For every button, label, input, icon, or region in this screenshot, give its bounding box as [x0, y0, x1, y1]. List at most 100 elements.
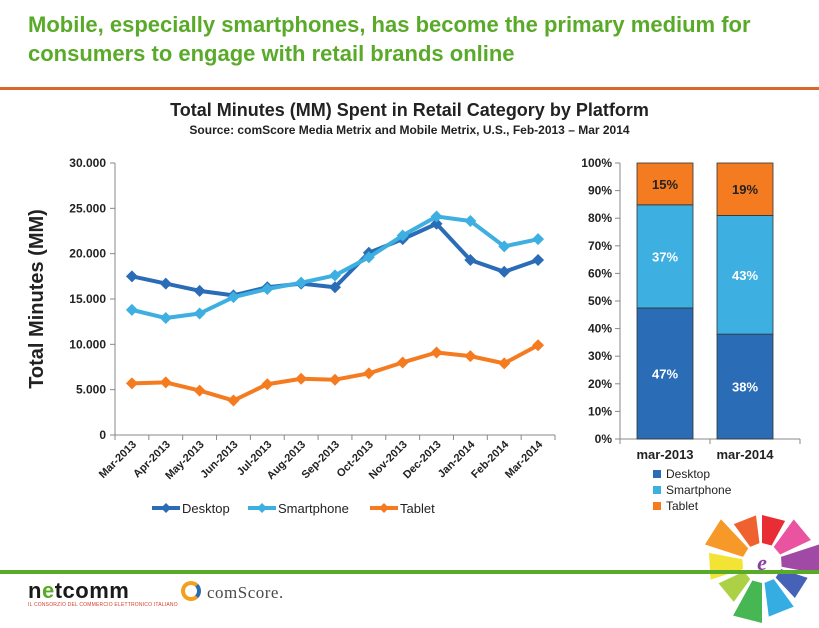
bar-data-label: 19%	[732, 182, 758, 197]
bar-y-tick-label: 80%	[588, 211, 612, 225]
bar-segment-smartphone	[636, 204, 694, 309]
point-tablet	[430, 346, 443, 359]
x-tick-label: Mar-2014	[503, 438, 546, 481]
bar-y-tick-label: 60%	[588, 266, 612, 280]
line-smartphone	[131, 214, 539, 321]
bar-segment-desktop	[636, 307, 694, 440]
point-desktop	[159, 277, 172, 290]
legend-bar-swatch	[653, 486, 661, 494]
legend-bar-label: Tablet	[666, 499, 699, 513]
point-desktop	[193, 284, 206, 297]
chart-source: Source: comScore Media Metrix and Mobile…	[189, 123, 630, 137]
bar-segment-tablet	[716, 162, 774, 216]
logo-wheel-petal	[764, 579, 794, 617]
bar-data-label: 38%	[732, 380, 758, 395]
header-divider	[0, 87, 819, 90]
bar-data-label: 37%	[652, 249, 678, 264]
point-tablet	[125, 377, 138, 390]
point-tablet	[193, 384, 206, 397]
point-desktop	[329, 281, 341, 294]
chart-title: Total Minutes (MM) Spent in Retail Categ…	[170, 100, 649, 120]
point-smartphone	[295, 276, 308, 289]
point-tablet	[396, 356, 409, 369]
bar-y-tick-label: 0%	[595, 432, 613, 446]
legend-line-marker	[161, 503, 171, 513]
legend-bar-label: Smartphone	[666, 483, 732, 497]
logo-wheel-petal	[704, 519, 749, 557]
point-smartphone	[430, 210, 443, 223]
y-tick-label: 25.000	[69, 201, 106, 215]
point-smartphone	[532, 233, 545, 246]
bar-category-label: mar-2013	[636, 447, 693, 462]
netcomm-logo-text: netcomm	[28, 578, 130, 603]
point-smartphone	[498, 240, 511, 253]
bar-data-label: 47%	[652, 366, 678, 381]
logo-wheel-petal	[733, 515, 760, 547]
point-smartphone	[125, 303, 138, 316]
point-smartphone	[227, 291, 240, 304]
point-tablet	[464, 350, 477, 363]
bar-category-label: mar-2014	[716, 447, 774, 462]
bar-data-label: 15%	[652, 177, 678, 192]
comscore-logo: comScore.	[207, 583, 284, 602]
point-tablet	[362, 367, 375, 380]
bar-segment-tablet	[636, 162, 694, 206]
point-tablet	[498, 357, 511, 370]
bar-y-tick-label: 20%	[588, 377, 612, 391]
logo-wheel-petal	[773, 519, 811, 555]
line-tablet	[131, 343, 540, 403]
bar-segment-smartphone	[716, 215, 774, 335]
legend-line-marker	[257, 503, 267, 513]
bar-segment-desktop	[716, 333, 774, 440]
legend-line-label: Smartphone	[278, 501, 349, 516]
point-smartphone	[396, 229, 409, 242]
legend-bar-label: Desktop	[666, 467, 710, 481]
y-axis-label: Total Minutes (MM)	[26, 209, 48, 389]
logo-wheel-letter: e	[757, 550, 767, 575]
bar-data-label: 43%	[732, 268, 758, 283]
point-desktop	[532, 254, 545, 267]
legend-line-label: Desktop	[182, 501, 230, 516]
bar-y-tick-label: 50%	[588, 294, 612, 308]
logo-wheel-petal	[733, 580, 762, 623]
y-tick-label: 15.000	[69, 292, 106, 306]
bar-y-tick-label: 40%	[588, 322, 612, 336]
point-smartphone	[193, 307, 206, 320]
point-smartphone	[464, 215, 477, 228]
y-tick-label: 30.000	[69, 156, 106, 170]
y-tick-label: 10.000	[69, 337, 106, 351]
point-tablet	[329, 373, 341, 386]
logo-wheel-petal	[718, 571, 751, 602]
point-tablet	[261, 378, 274, 391]
y-tick-label: 0	[99, 428, 106, 442]
y-tick-label: 20.000	[69, 247, 106, 261]
y-tick-label: 5.000	[76, 383, 106, 397]
headline: Mobile, especially smartphones, has beco…	[28, 12, 751, 66]
legend-line-marker	[379, 503, 389, 513]
netcomm-tagline: IL CONSORZIO DEL COMMERCIO ELETTRONICO I…	[28, 602, 178, 608]
netcomm-logo: netcomm	[28, 578, 129, 604]
legend-line-label: Tablet	[400, 501, 435, 516]
bar-y-tick-label: 90%	[588, 184, 612, 198]
point-desktop	[125, 270, 138, 283]
x-tick-label: Jun-2013	[198, 439, 240, 481]
logo-wheel-petal	[775, 569, 808, 598]
point-smartphone	[329, 269, 341, 282]
legend-bar-swatch	[653, 502, 661, 510]
point-desktop	[464, 254, 477, 267]
bar-y-tick-label: 100%	[581, 156, 612, 170]
point-smartphone	[261, 283, 274, 296]
bar-y-tick-label: 70%	[588, 239, 612, 253]
point-smartphone	[159, 312, 172, 325]
netcomm-logo-accent: e	[41, 578, 55, 603]
point-tablet	[159, 376, 172, 389]
footer-divider	[0, 570, 819, 574]
comscore-icon	[181, 581, 201, 601]
bar-y-tick-label: 10%	[588, 404, 612, 418]
point-tablet	[227, 394, 240, 407]
bar-y-tick-label: 30%	[588, 349, 612, 363]
point-desktop	[430, 217, 443, 230]
point-tablet	[532, 339, 545, 352]
point-tablet	[295, 372, 308, 385]
